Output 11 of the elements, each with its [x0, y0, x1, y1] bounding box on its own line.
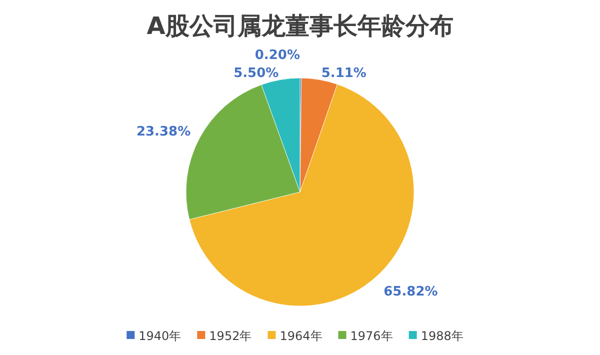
- legend-label: 1940年: [138, 329, 182, 343]
- legend-label: 1964年: [280, 329, 322, 343]
- legend-label: 1952年: [209, 329, 252, 343]
- chart-title: A股公司属龙董事长年龄分布: [146, 12, 454, 40]
- data-label: 5.11%: [321, 66, 366, 81]
- data-label: 23.38%: [136, 124, 191, 140]
- data-label: 5.50%: [234, 66, 279, 81]
- legend-label: 1988年: [420, 329, 464, 343]
- data-label: 0.20%: [254, 48, 300, 63]
- legend-label: 1976年: [350, 329, 393, 343]
- data-label: 65.82%: [384, 284, 438, 300]
